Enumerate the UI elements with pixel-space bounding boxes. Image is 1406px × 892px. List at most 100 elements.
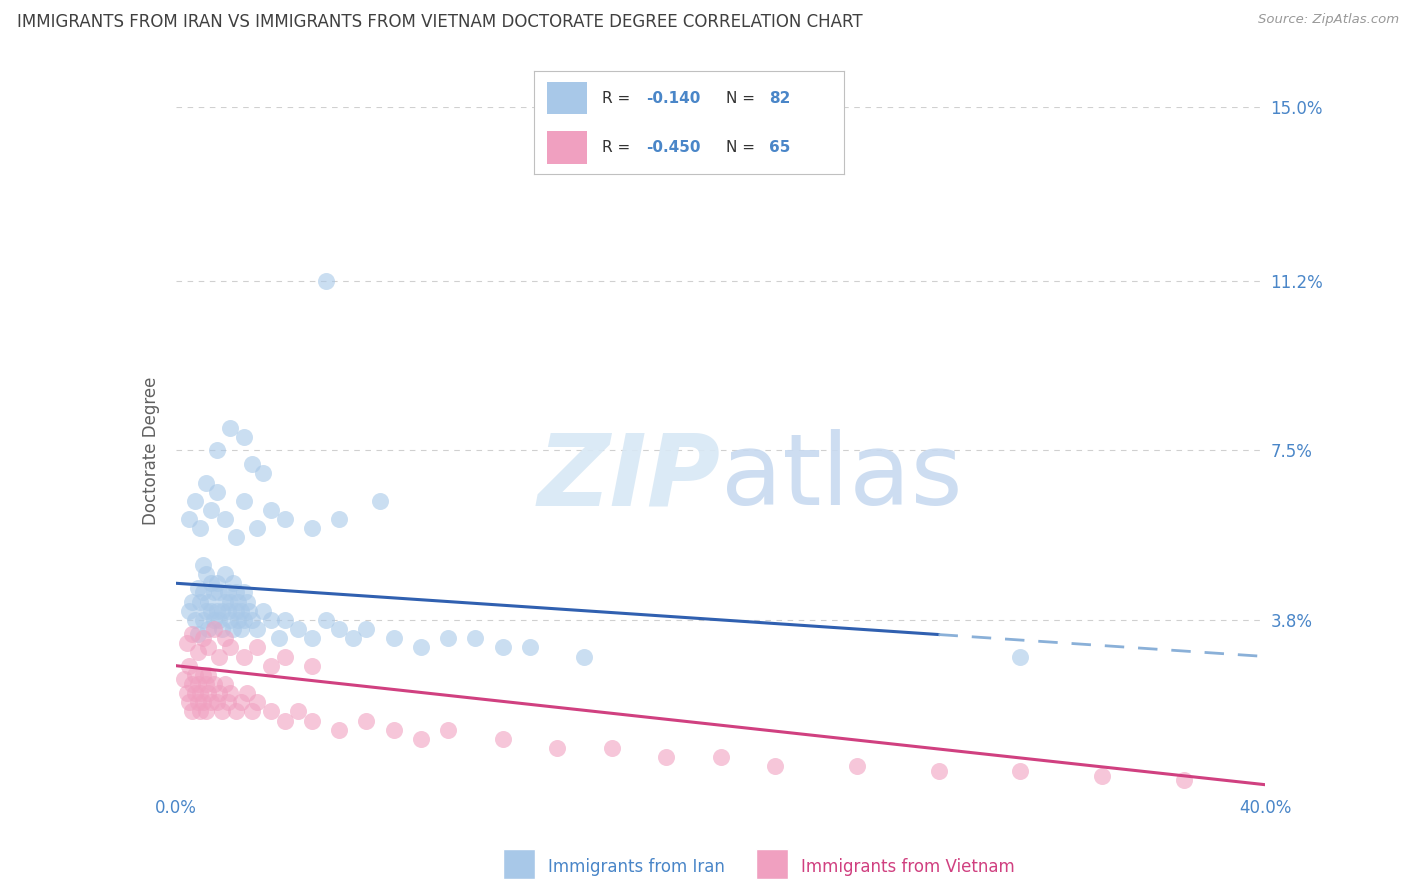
Point (214, 594, 236, 608)
Point (1010, 764, 1032, 778)
Point (197, 622, 219, 636)
Point (225, 531, 247, 545)
Point (202, 613, 225, 627)
Point (188, 594, 211, 608)
Point (274, 714, 297, 728)
Point (437, 723, 460, 737)
Bar (547, 81, 586, 114)
Point (240, 457, 263, 471)
Point (188, 521, 211, 535)
Point (222, 576, 245, 591)
Text: 65: 65 (769, 140, 790, 155)
Point (214, 512, 236, 526)
Point (214, 567, 236, 582)
Point (191, 613, 214, 627)
Point (205, 443, 228, 458)
Point (191, 558, 214, 572)
Point (217, 604, 239, 618)
Text: R =: R = (602, 140, 636, 155)
Point (197, 640, 219, 655)
Point (225, 604, 247, 618)
Point (328, 512, 350, 526)
Point (214, 631, 236, 645)
Point (200, 604, 222, 618)
Point (382, 723, 405, 737)
Point (188, 686, 211, 700)
Point (214, 677, 236, 691)
Point (197, 668, 219, 682)
Point (1010, 649, 1032, 664)
Point (464, 631, 486, 645)
Point (208, 585, 231, 599)
Point (205, 695, 228, 709)
Point (240, 705, 263, 719)
Point (184, 613, 207, 627)
Point (217, 585, 239, 599)
Point (232, 493, 254, 508)
Point (260, 613, 283, 627)
Point (437, 631, 460, 645)
Text: -0.450: -0.450 (645, 140, 700, 155)
Point (181, 677, 204, 691)
Point (211, 622, 233, 636)
Point (179, 658, 201, 673)
Point (179, 512, 201, 526)
Point (301, 714, 323, 728)
Point (217, 695, 239, 709)
Point (235, 594, 257, 608)
Point (181, 594, 204, 608)
Point (287, 622, 309, 636)
Point (211, 705, 233, 719)
Point (356, 714, 378, 728)
Point (274, 512, 297, 526)
Point (928, 764, 950, 778)
Text: Immigrants from Iran: Immigrants from Iran (548, 858, 725, 876)
Point (184, 668, 207, 682)
Point (208, 686, 231, 700)
Point (274, 613, 297, 627)
Point (246, 521, 269, 535)
Point (546, 741, 568, 756)
Point (202, 622, 225, 636)
Text: N =: N = (725, 140, 759, 155)
Point (222, 622, 245, 636)
Point (200, 503, 222, 517)
Point (200, 695, 222, 709)
Point (382, 631, 405, 645)
Point (186, 581, 209, 595)
Point (225, 705, 247, 719)
Point (260, 503, 283, 517)
Point (186, 645, 209, 659)
Point (328, 723, 350, 737)
Point (194, 604, 217, 618)
Point (231, 622, 253, 636)
Point (301, 658, 323, 673)
Point (492, 640, 515, 655)
Point (186, 677, 209, 691)
Point (205, 576, 228, 591)
Point (179, 695, 201, 709)
Point (240, 613, 263, 627)
Point (184, 493, 207, 508)
Point (191, 668, 214, 682)
Point (176, 636, 198, 650)
Point (655, 750, 678, 764)
Point (202, 585, 225, 599)
Point (238, 604, 260, 618)
Text: R =: R = (602, 90, 636, 105)
Bar (503, 849, 534, 880)
Point (194, 475, 217, 490)
Y-axis label: Doctorate Degree: Doctorate Degree (142, 376, 160, 524)
Point (763, 759, 786, 773)
Point (231, 695, 253, 709)
Point (200, 576, 222, 591)
Point (274, 649, 297, 664)
Point (845, 759, 868, 773)
Point (186, 695, 209, 709)
Point (191, 631, 214, 645)
Point (246, 640, 269, 655)
Point (356, 622, 378, 636)
Point (181, 705, 204, 719)
Point (228, 594, 250, 608)
Point (1091, 768, 1114, 782)
